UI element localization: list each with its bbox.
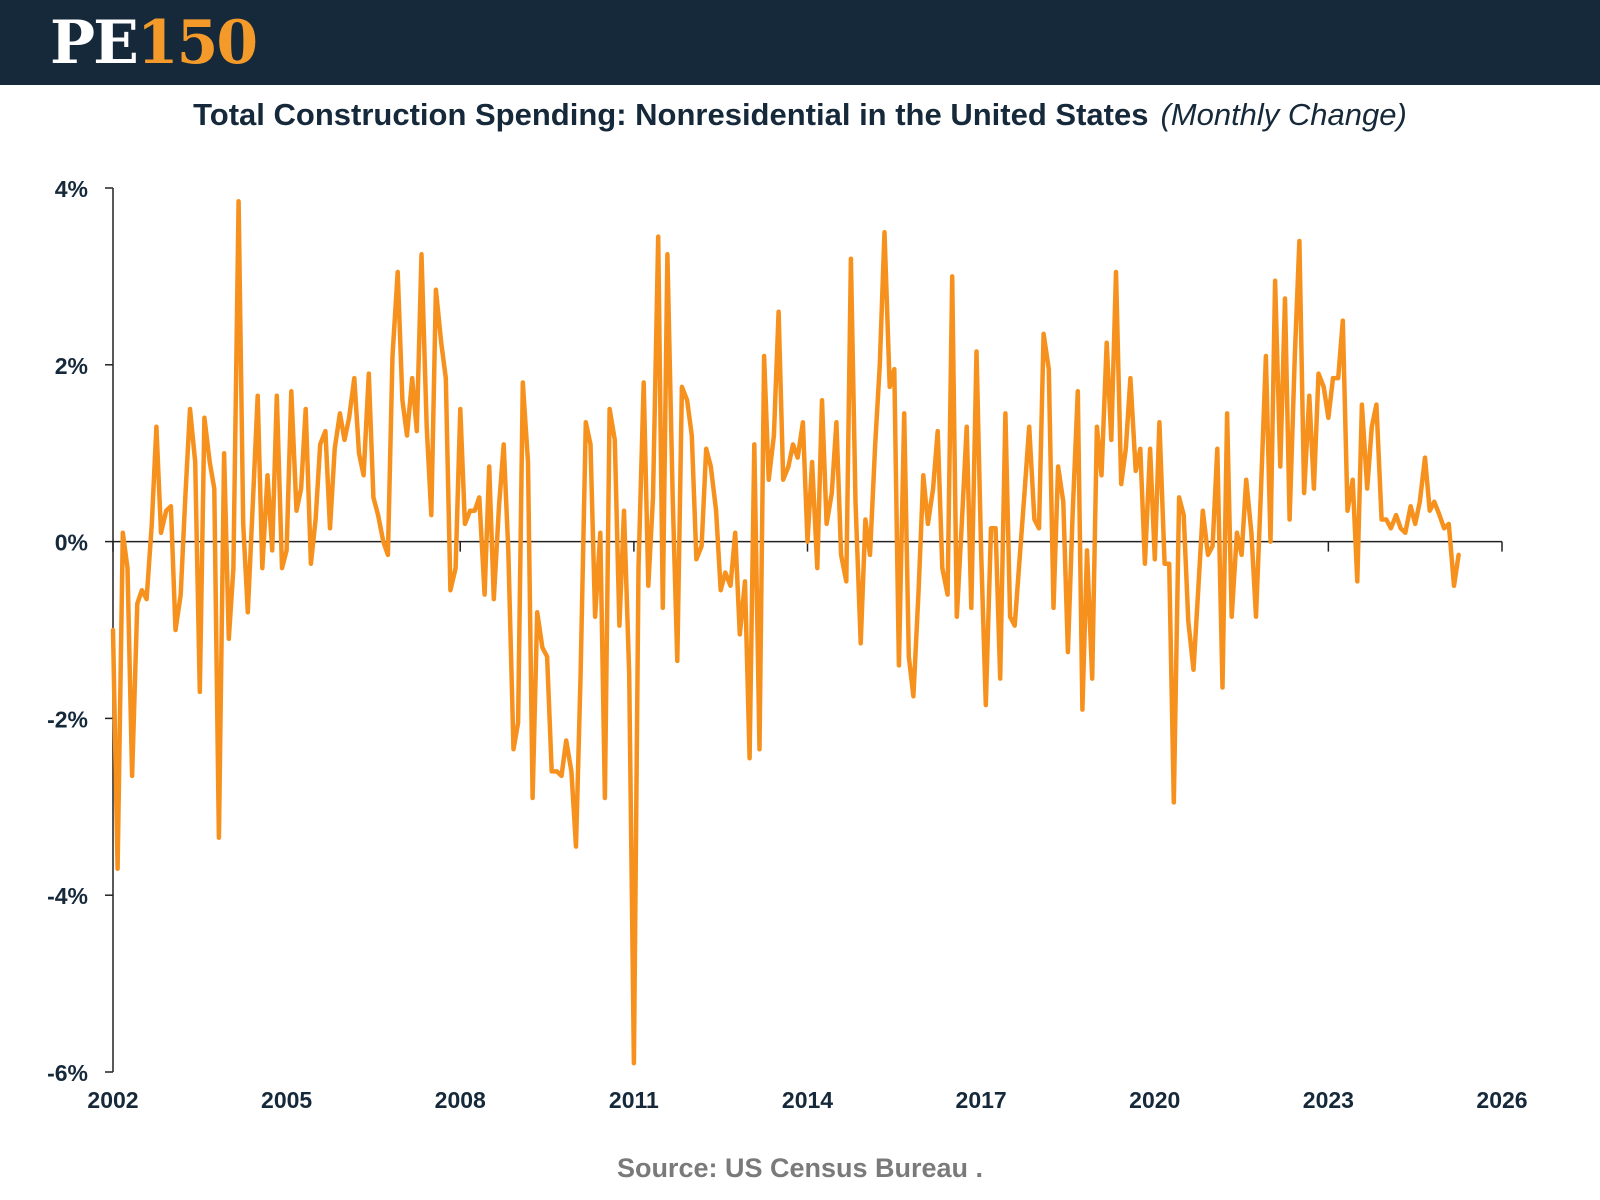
x-tick-label: 2026 (1476, 1087, 1527, 1113)
x-tick-label: 2020 (1129, 1087, 1180, 1113)
x-tick-label: 2005 (261, 1087, 312, 1113)
logo-150: 150 (136, 8, 258, 78)
y-tick-label: 4% (55, 176, 88, 202)
x-tick-label: 2017 (956, 1087, 1007, 1113)
chart-title-sub: (Monthly Change) (1160, 97, 1407, 132)
x-tick-label: 2023 (1303, 1087, 1354, 1113)
chart-title-main: Total Construction Spending: Nonresident… (193, 97, 1149, 132)
y-tick-label: -6% (47, 1060, 88, 1086)
header-bar: PE150 (0, 0, 1600, 85)
logo-pe: PE (50, 8, 139, 78)
series-line (110, 199, 1461, 1066)
x-tick-label: 2011 (609, 1087, 659, 1113)
x-tick-label: 2014 (782, 1087, 833, 1113)
source-note: Source: US Census Bureau . (616, 1153, 984, 1183)
y-tick-label: -2% (47, 706, 88, 732)
chart-title: Total Construction Spending: Nonresident… (0, 93, 1600, 137)
y-tick-label: -4% (47, 883, 88, 909)
x-tick-label: 2002 (87, 1087, 138, 1113)
brand-logo[interactable]: PE150 (50, 8, 258, 78)
y-tick-label: 2% (55, 353, 88, 379)
y-tick-label: 0% (55, 530, 88, 556)
x-tick-label: 2008 (435, 1087, 486, 1113)
